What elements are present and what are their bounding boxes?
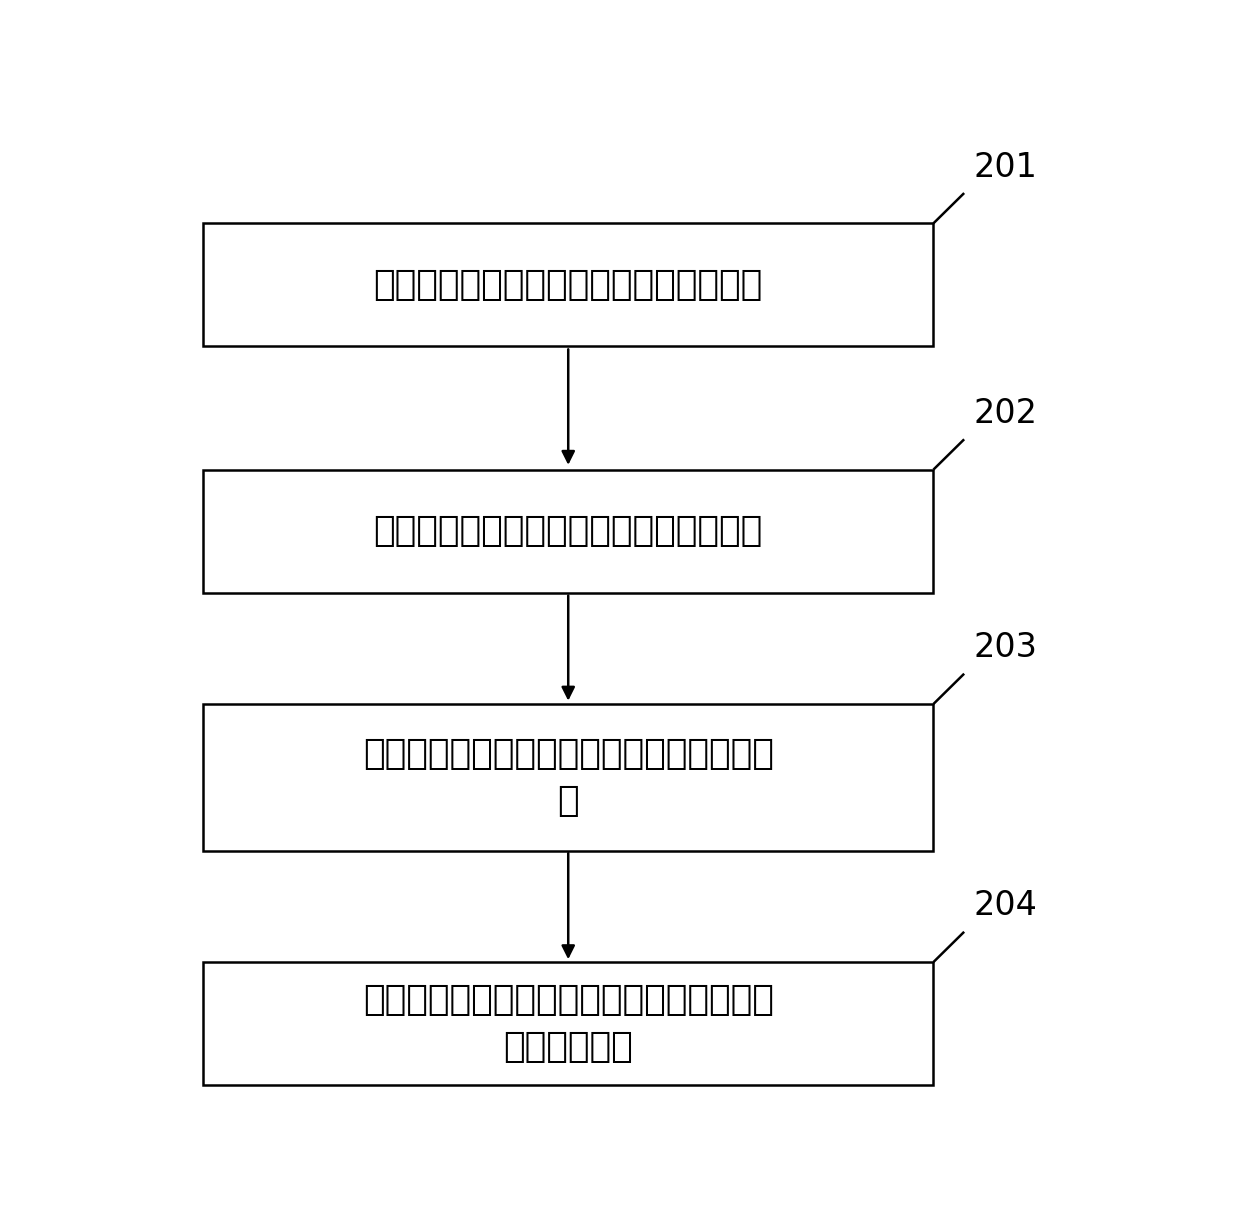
Bar — [203, 470, 934, 593]
Text: 检测上述平均输入电流是否高于预设的过流
点: 检测上述平均输入电流是否高于预设的过流 点 — [363, 737, 774, 818]
Text: 检测到电路的输入电流高于预设的过流点: 检测到电路的输入电流高于预设的过流点 — [373, 268, 763, 301]
Text: 203: 203 — [973, 631, 1038, 664]
Text: 若上述平均输入电流高于预设的过流点，则
输出告警信号: 若上述平均输入电流高于预设的过流点，则 输出告警信号 — [363, 983, 774, 1064]
Text: 201: 201 — [973, 150, 1038, 183]
Text: 202: 202 — [973, 397, 1038, 429]
Text: 获取电路在一段时间内输入电流的平均值: 获取电路在一段时间内输入电流的平均值 — [373, 514, 763, 549]
Bar — [203, 704, 934, 851]
Bar — [203, 224, 934, 347]
Text: 204: 204 — [973, 889, 1038, 922]
Bar — [203, 962, 934, 1085]
